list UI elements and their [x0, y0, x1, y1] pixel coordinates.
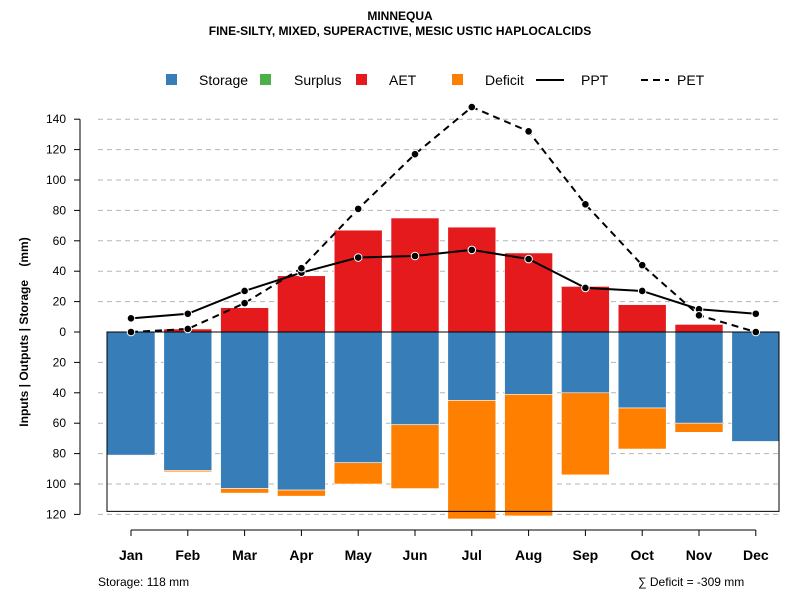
x-tick-label: May [345, 547, 372, 563]
y-tick-label: 100 [46, 477, 66, 491]
pet-point [297, 263, 306, 273]
pet-point [410, 149, 420, 159]
ppt-point [183, 309, 193, 319]
aet-bar [333, 229, 383, 333]
ppt-point [637, 286, 647, 296]
deficit-bar [674, 422, 724, 433]
ppt-point [240, 286, 249, 296]
ppt-line [130, 248, 756, 320]
aet-bar [390, 217, 440, 333]
deficit-note: ∑ Deficit = -309 mm [638, 575, 745, 589]
y-tick-label: 20 [53, 355, 67, 369]
deficit-bar [617, 407, 667, 450]
legend-pet-label: PET [677, 72, 705, 88]
y-tick-label: 60 [53, 234, 67, 248]
storage-bar [674, 331, 724, 424]
aet-bar [447, 226, 497, 333]
deficit-bar [163, 470, 213, 473]
chart-title: MINNEQUA [367, 9, 433, 23]
storage-bar [163, 331, 213, 471]
storage-bar [390, 331, 440, 426]
storage-bar [220, 331, 269, 489]
x-tick-label: Sep [573, 547, 599, 563]
legend-surplus-label: Surplus [294, 72, 341, 88]
aet-bar [617, 304, 667, 333]
y-tick-label: 40 [53, 386, 67, 400]
x-tick-label: Nov [686, 547, 713, 563]
pet-point [524, 127, 533, 136]
legend-ppt-label: PPT [581, 72, 609, 88]
deficit-bar [561, 392, 610, 476]
storage-bar [447, 331, 497, 401]
aet-bar [561, 286, 610, 333]
pet-point [353, 204, 363, 214]
ppt-point [410, 251, 420, 261]
y-tick-label: 80 [53, 203, 67, 217]
deficit-bar [220, 488, 269, 494]
x-tick-label: Jul [462, 547, 482, 563]
deficit-bar [277, 489, 326, 497]
y-tick-label: 60 [53, 416, 67, 430]
y-tick-label: 0 [59, 325, 66, 339]
legend-aet-label: AET [389, 72, 417, 88]
y-tick-label: 120 [46, 143, 66, 157]
legend-deficit-swatch [452, 74, 463, 85]
ppt-point [467, 245, 477, 255]
ppt-point [524, 254, 533, 264]
pet-point [240, 298, 249, 308]
storage-bar [731, 331, 781, 442]
x-tick-label: Aug [515, 547, 542, 563]
storage-bar [617, 331, 667, 409]
x-tick-label: Feb [175, 547, 200, 563]
y-tick-label: 20 [53, 295, 67, 309]
chart-subtitle: FINE-SILTY, MIXED, SUPERACTIVE, MESIC US… [208, 24, 592, 38]
legend-storage-label: Storage [199, 72, 248, 88]
legend-deficit-label: Deficit [485, 72, 524, 88]
deficit-bar [390, 424, 440, 489]
pet-point [126, 327, 136, 337]
pet-point [751, 327, 761, 337]
x-tick-label: Jun [403, 547, 428, 563]
pet-point [467, 102, 477, 112]
ppt-point [126, 314, 136, 323]
pet-point [183, 324, 193, 334]
storage-bar [277, 331, 326, 491]
x-tick-label: Dec [743, 547, 769, 563]
y-axis-label: Inputs | Outputs | Storage (mm) [17, 237, 31, 426]
storage-bar [106, 331, 156, 456]
deficit-bar [333, 462, 383, 485]
storage-note: Storage: 118 mm [98, 575, 190, 589]
x-tick-label: Apr [289, 547, 314, 563]
y-tick-label: 80 [53, 447, 67, 461]
y-tick-label: 40 [53, 264, 67, 278]
y-tick-label: 100 [46, 173, 66, 187]
aet-bar [504, 252, 553, 333]
ppt-point [751, 309, 761, 319]
deficit-bar [504, 394, 553, 517]
legend-aet-swatch [356, 74, 367, 85]
ppt-point [581, 283, 590, 293]
y-tick-label: 140 [46, 112, 66, 126]
storage-bar [333, 331, 383, 464]
x-tick-label: Mar [232, 547, 257, 563]
x-tick-label: Jan [119, 547, 143, 563]
x-tick-label: Oct [631, 547, 655, 563]
aet-bar [674, 324, 724, 333]
ppt-point [353, 253, 363, 262]
aet-bar [277, 275, 326, 333]
legend-storage-swatch [166, 74, 177, 85]
pet-point [637, 260, 647, 270]
storage-bar [504, 331, 553, 395]
storage-bar [561, 331, 610, 394]
pet-point [581, 200, 590, 209]
pet-line [130, 105, 757, 333]
y-tick-label: 120 [46, 507, 66, 521]
pet-point [694, 310, 704, 320]
deficit-bar [447, 400, 497, 520]
legend-surplus-swatch [260, 74, 271, 85]
